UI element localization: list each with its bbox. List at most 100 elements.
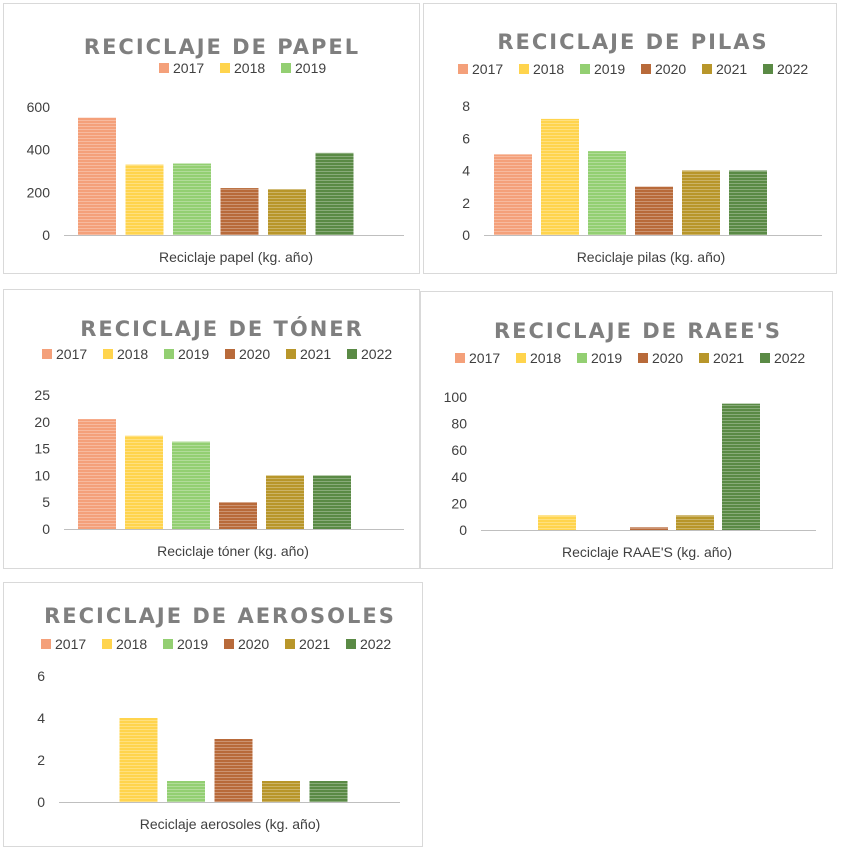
legend-swatch-2018 xyxy=(103,349,113,359)
bar-2022 xyxy=(313,475,351,529)
legend-swatch-2021 xyxy=(699,353,709,363)
y-axis: 0 20 40 60 80 100 xyxy=(444,389,468,538)
legend-label-2017: 2017 xyxy=(55,636,86,652)
bar-2022 xyxy=(309,781,348,802)
legend-label-2022: 2022 xyxy=(360,636,391,652)
legend-swatch-2017 xyxy=(159,63,169,73)
chart-aerosoles: RECICLAJE DE AEROSOLES 2017 2018 2019 2020 2… xyxy=(3,582,423,847)
legend-label-2019: 2019 xyxy=(178,346,209,362)
bar-2019 xyxy=(588,151,626,235)
legend-swatch-2018 xyxy=(102,639,112,649)
y-tick-label: 4 xyxy=(462,163,470,179)
legend-label-2017: 2017 xyxy=(472,61,503,77)
legend-label-2020: 2020 xyxy=(238,636,269,652)
y-tick-label: 25 xyxy=(34,387,50,403)
bar-2021 xyxy=(266,475,304,529)
y-axis: 0 200 400 600 xyxy=(27,99,51,243)
y-tick-label: 4 xyxy=(37,710,45,726)
y-tick-label: 15 xyxy=(34,441,50,457)
legend-swatch-2020 xyxy=(638,353,648,363)
legend-swatch-2020 xyxy=(641,64,651,74)
bar-2021 xyxy=(682,170,720,235)
y-tick-label: 20 xyxy=(34,414,50,430)
legend-swatch-2019 xyxy=(580,64,590,74)
y-tick-label: 100 xyxy=(444,389,468,405)
y-tick-label: 200 xyxy=(27,184,51,200)
y-tick-label: 8 xyxy=(462,98,470,114)
bar-2017 xyxy=(78,419,116,529)
legend-label-2021: 2021 xyxy=(299,636,330,652)
legend-label-2018: 2018 xyxy=(116,636,147,652)
bar-2020 xyxy=(630,527,668,530)
bar-2019 xyxy=(167,781,205,802)
legend-swatch-2017 xyxy=(42,349,52,359)
y-tick-label: 80 xyxy=(451,416,467,432)
y-tick-label: 0 xyxy=(42,227,50,243)
chart-raees: RECICLAJE DE RAEE'S 2017 2018 2019 2020 2021… xyxy=(420,291,833,569)
chart-pilas-svg: RECICLAJE DE PILAS 2017 2018 2019 2020 2021 2… xyxy=(458,30,822,265)
chart-title: RECICLAJE DE PILAS xyxy=(497,30,768,54)
y-axis: 0 2 4 6 8 xyxy=(462,98,470,243)
legend-label-2021: 2021 xyxy=(716,61,747,77)
bar-2018 xyxy=(125,435,163,529)
y-tick-label: 0 xyxy=(459,522,467,538)
x-axis-label: Reciclaje papel (kg. año) xyxy=(159,249,313,265)
chart-title: RECICLAJE DE PAPEL xyxy=(84,35,360,59)
legend-swatch-2018 xyxy=(220,63,230,73)
chart-legend: 2017 2018 2019 2020 2021 2022 xyxy=(455,350,805,366)
x-axis-label: Reciclaje tóner (kg. año) xyxy=(157,543,309,559)
y-tick-label: 5 xyxy=(42,494,50,510)
legend-swatch-2022 xyxy=(760,353,770,363)
chart-papel: RECICLAJE DE PAPEL 2017 2018 2019 0 200 400 6… xyxy=(3,3,420,274)
legend-label-2018: 2018 xyxy=(533,61,564,77)
bar-2020 xyxy=(219,502,257,529)
legend-label-2017: 2017 xyxy=(469,350,500,366)
legend-swatch-2022 xyxy=(346,639,356,649)
bar-2020 xyxy=(214,739,253,802)
y-tick-label: 6 xyxy=(462,130,470,146)
chart-title: RECICLAJE DE TÓNER xyxy=(80,316,364,341)
y-tick-label: 20 xyxy=(451,495,467,511)
legend-swatch-2019 xyxy=(577,353,587,363)
y-tick-label: 600 xyxy=(27,99,51,115)
bar-2018 xyxy=(541,118,579,235)
bar-2018 xyxy=(125,164,164,235)
legend-label-2018: 2018 xyxy=(117,346,148,362)
bar-2019 xyxy=(172,441,210,529)
legend-swatch-2019 xyxy=(164,349,174,359)
bar-2022 xyxy=(722,403,760,530)
y-tick-label: 60 xyxy=(451,442,467,458)
bar-2018 xyxy=(119,718,158,802)
chart-legend: 2017 2018 2019 xyxy=(159,60,326,76)
legend-label-2022: 2022 xyxy=(774,350,805,366)
y-axis: 0 2 4 6 xyxy=(37,668,45,810)
bar-2021 xyxy=(262,781,300,802)
legend-swatch-2021 xyxy=(285,639,295,649)
bar-2021 xyxy=(676,515,714,530)
y-tick-label: 10 xyxy=(34,467,50,483)
legend-label-2019: 2019 xyxy=(591,350,622,366)
legend-swatch-2017 xyxy=(455,353,465,363)
chart-legend: 2017 2018 2019 2020 2021 2022 xyxy=(458,61,808,77)
legend-label-2019: 2019 xyxy=(295,60,326,76)
bar-2020 xyxy=(220,188,259,235)
chart-pilas: RECICLAJE DE PILAS 2017 2018 2019 2020 2021 2… xyxy=(423,3,837,274)
y-tick-label: 0 xyxy=(37,794,45,810)
legend-swatch-2021 xyxy=(286,349,296,359)
legend-swatch-2018 xyxy=(516,353,526,363)
y-tick-label: 2 xyxy=(37,752,45,768)
x-axis-label: Reciclaje pilas (kg. año) xyxy=(577,249,726,265)
legend-label-2019: 2019 xyxy=(594,61,625,77)
legend-swatch-2019 xyxy=(163,639,173,649)
legend-swatch-2019 xyxy=(281,63,291,73)
chart-legend: 2017 2018 2019 2020 2021 2022 xyxy=(42,346,392,362)
bars xyxy=(494,118,767,235)
bars xyxy=(78,419,351,529)
legend-label-2020: 2020 xyxy=(652,350,683,366)
chart-aerosoles-svg: RECICLAJE DE AEROSOLES 2017 2018 2019 2020 2… xyxy=(37,604,400,832)
y-tick-label: 0 xyxy=(462,227,470,243)
x-axis-label: Reciclaje RAAE'S (kg. año) xyxy=(562,544,732,560)
bar-2017 xyxy=(494,154,532,235)
bar-2019 xyxy=(173,163,211,235)
legend-label-2022: 2022 xyxy=(777,61,808,77)
